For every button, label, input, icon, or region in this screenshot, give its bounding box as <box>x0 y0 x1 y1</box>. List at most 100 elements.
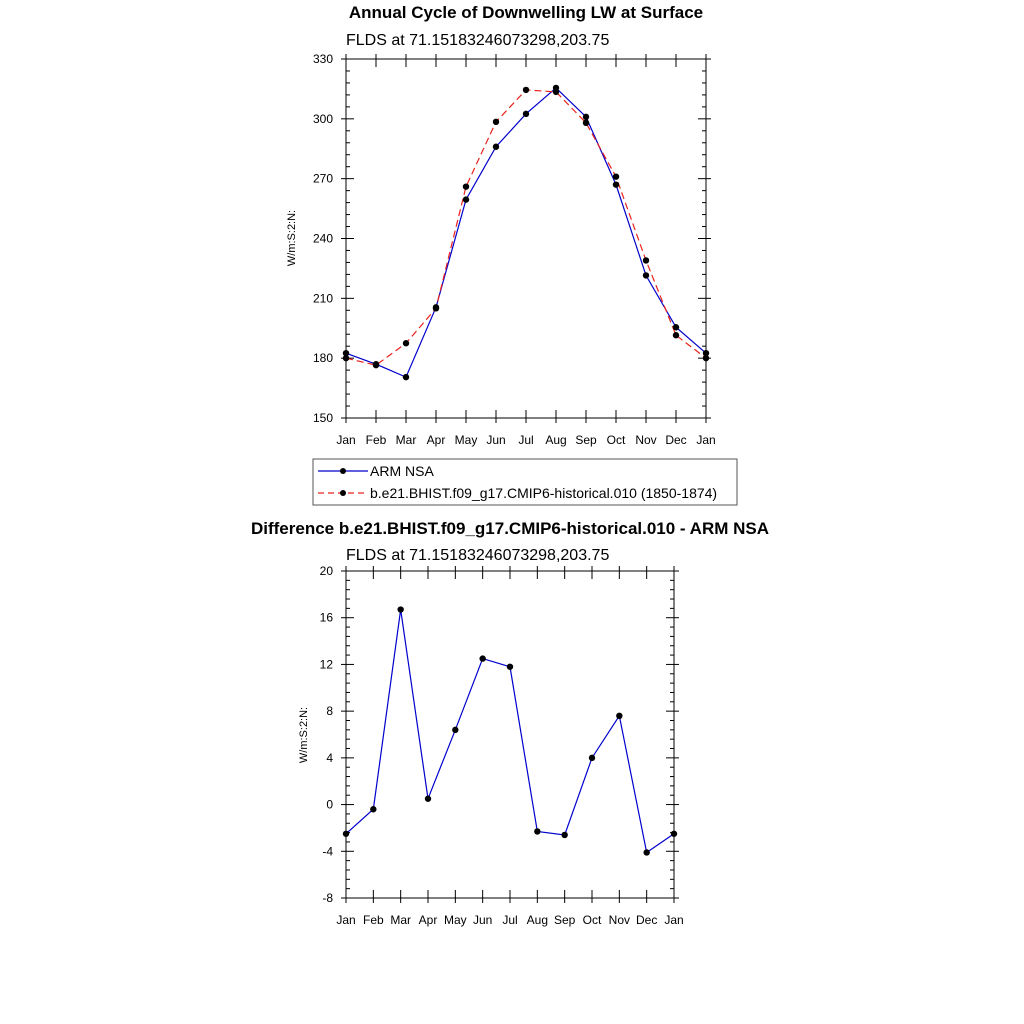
data-point <box>342 354 350 362</box>
data-point <box>672 324 680 331</box>
y-tick-label: 210 <box>313 291 333 305</box>
data-point <box>492 118 500 126</box>
x-tick-label: Nov <box>635 433 656 447</box>
data-point <box>342 830 350 837</box>
data-point <box>561 831 568 839</box>
data-point <box>643 849 650 856</box>
data-point <box>522 86 530 94</box>
data-point <box>702 349 710 357</box>
legend-box <box>312 458 738 506</box>
chart1-series <box>342 84 710 381</box>
series-line <box>345 89 707 366</box>
chart1-title: Annual Cycle of Downwelling LW at Surfac… <box>349 3 703 22</box>
chart2-axes: Jan Feb Mar Apr May Jun Jul Aug Sep Oct Nov Dec Jan-… <box>320 564 684 927</box>
data-point <box>672 332 680 339</box>
data-point <box>522 110 530 118</box>
data-point <box>402 373 410 381</box>
data-point <box>402 340 410 347</box>
x-tick-label: Dec <box>665 433 686 447</box>
data-point <box>342 349 350 357</box>
legend-label-model: b.e21.BHIST.f09_g17.CMIP6-historical.010… <box>370 485 717 501</box>
chart1-legend: ARM NSA b.e21.BHIST.f09_g17.CMIP6-histor… <box>312 458 738 506</box>
data-point <box>534 828 541 835</box>
x-tick-label: Jan <box>696 433 715 447</box>
data-point <box>582 119 590 127</box>
data-point <box>506 663 514 670</box>
data-point <box>588 754 596 762</box>
x-tick-label: Jan <box>336 433 355 447</box>
x-tick-label: Jul <box>518 433 533 447</box>
data-point <box>372 361 380 369</box>
chart1-ylabel: W/m:S:2:N: <box>286 210 298 266</box>
chart1-axes: Jan Feb Mar Apr May Jun Jul Aug Sep Oct Nov Dec Jan1… <box>313 52 716 447</box>
y-tick-label: 240 <box>313 232 333 246</box>
data-point <box>616 712 623 720</box>
x-tick-label: Nov <box>609 913 630 927</box>
data-point <box>397 606 404 613</box>
y-tick-label: 8 <box>326 704 333 718</box>
data-point <box>670 830 678 837</box>
x-tick-label: Jun <box>473 913 492 927</box>
chart1-subtitle: FLDS at 71.15183246073298,203.75 <box>346 32 609 49</box>
legend-marker-arm <box>340 468 346 474</box>
data-point <box>642 272 650 279</box>
x-tick-label: May <box>444 913 467 927</box>
data-point <box>424 795 432 802</box>
y-tick-label: 20 <box>320 564 334 578</box>
chart2-subtitle: FLDS at 71.15183246073298,203.75 <box>346 547 609 564</box>
y-tick-label: 330 <box>313 52 333 66</box>
data-point <box>462 183 470 190</box>
x-tick-label: Mar <box>390 913 411 927</box>
legend-marker-model <box>340 490 346 496</box>
data-point <box>612 173 620 180</box>
data-point <box>432 305 440 312</box>
x-tick-label: Feb <box>366 433 387 447</box>
chart-difference: Difference b.e21.BHIST.f09_g17.CMIP6-his… <box>251 519 769 927</box>
x-tick-label: Oct <box>607 433 626 447</box>
x-tick-label: Jul <box>502 913 517 927</box>
x-tick-label: Sep <box>554 913 576 927</box>
y-tick-label: 12 <box>320 657 334 671</box>
y-tick-label: -8 <box>322 891 333 905</box>
data-point <box>462 196 470 203</box>
data-point <box>612 181 620 188</box>
y-tick-label: 0 <box>326 798 333 812</box>
x-tick-label: Apr <box>419 913 438 927</box>
x-tick-label: Oct <box>583 913 602 927</box>
series-line <box>345 87 707 378</box>
y-tick-label: 150 <box>313 411 333 425</box>
y-tick-label: 4 <box>326 751 333 765</box>
chart2-series <box>342 606 678 856</box>
y-tick-label: 300 <box>313 112 333 126</box>
series-line <box>345 609 675 854</box>
x-tick-label: May <box>455 433 478 447</box>
x-tick-label: Jun <box>486 433 505 447</box>
x-tick-label: Dec <box>636 913 657 927</box>
data-point <box>492 143 500 150</box>
plot-frame <box>345 570 675 899</box>
x-tick-label: Jan <box>664 913 683 927</box>
x-tick-label: Aug <box>527 913 548 927</box>
y-tick-label: 180 <box>313 351 333 365</box>
x-tick-label: Sep <box>575 433 597 447</box>
x-tick-label: Aug <box>545 433 566 447</box>
y-tick-label: 270 <box>313 172 333 186</box>
x-tick-label: Apr <box>427 433 446 447</box>
data-point <box>642 257 650 264</box>
x-tick-label: Jan <box>336 913 355 927</box>
data-point <box>452 726 459 734</box>
data-point <box>582 113 590 121</box>
x-tick-label: Mar <box>396 433 417 447</box>
legend-label-arm: ARM NSA <box>370 463 434 479</box>
chart2-title: Difference b.e21.BHIST.f09_g17.CMIP6-his… <box>251 519 769 538</box>
data-point <box>702 354 710 362</box>
data-point <box>479 655 486 662</box>
chart2-ylabel: W/m:S:2:N: <box>298 707 310 763</box>
y-tick-label: 16 <box>320 611 334 625</box>
data-point <box>552 88 560 96</box>
chart-annual-cycle: Annual Cycle of Downwelling LW at Surfac… <box>286 3 738 506</box>
x-tick-label: Feb <box>363 913 384 927</box>
data-point <box>370 806 377 813</box>
y-tick-label: -4 <box>322 844 333 858</box>
